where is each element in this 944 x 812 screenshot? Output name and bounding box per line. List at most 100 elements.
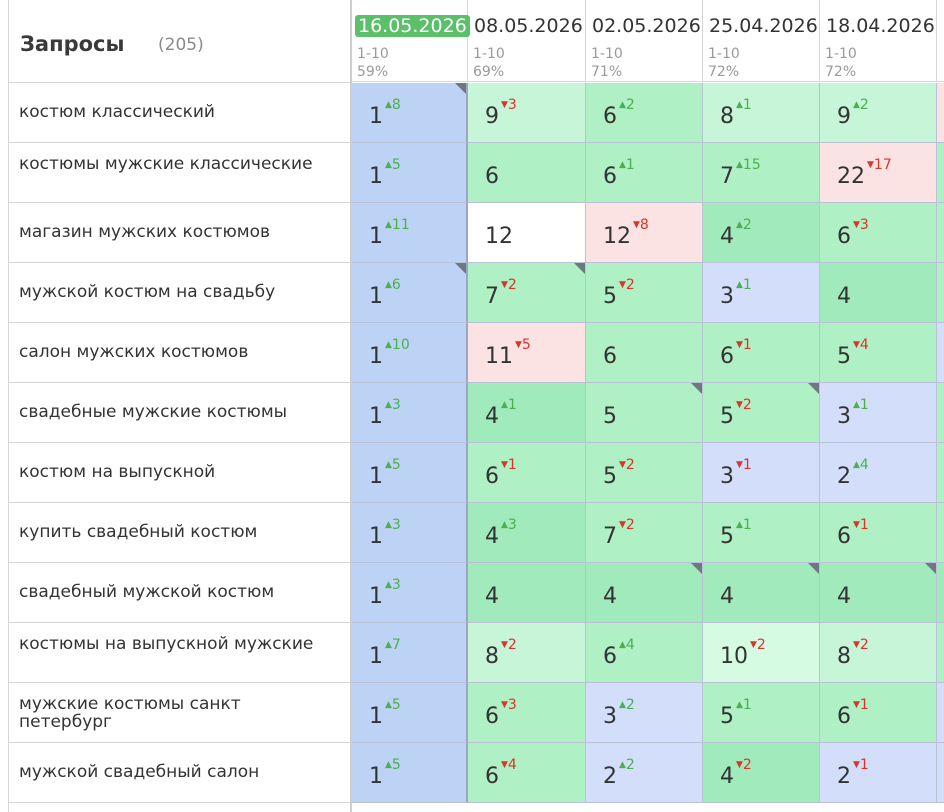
date-column-header[interactable]: 08.05.2026 1-10 69%	[468, 0, 586, 82]
query-row-label[interactable]: мужские костюмы санкт петербург	[8, 683, 350, 743]
query-row-label[interactable]: костюм на выпускной	[8, 443, 350, 503]
date-label[interactable]: 1	[940, 15, 944, 37]
rank-cell[interactable]: 7 ▼2	[468, 263, 586, 323]
rank-cell[interactable]: 22 ▼17	[820, 143, 937, 203]
rank-cell[interactable]: 9 ▲2	[820, 83, 937, 143]
rank-cell[interactable]: 6	[468, 143, 586, 203]
rank-cell[interactable]: 8 ▼2	[820, 623, 937, 683]
rank-cell[interactable]: 4 ▲1	[468, 383, 586, 443]
rank-cell[interactable]: 4	[703, 563, 820, 623]
rank-cell[interactable]: 3 ▲1	[703, 263, 820, 323]
rank-cell[interactable]: 6 ▼1	[820, 683, 937, 743]
rank-cell-partial[interactable]	[937, 743, 944, 803]
rank-cell[interactable]: 2 ▲2	[586, 743, 703, 803]
rank-cell[interactable]: 10 ▼2	[703, 623, 820, 683]
query-text[interactable]: костюмы на выпускной мужские	[19, 634, 314, 654]
query-text[interactable]: костюмы мужские классические	[19, 154, 313, 174]
rank-cell[interactable]: 9 ▼3	[468, 83, 586, 143]
rank-cell[interactable]: 6 ▼4	[468, 743, 586, 803]
rank-cell[interactable]: 1 ▲5	[352, 443, 468, 503]
rank-cell[interactable]: 11 ▼5	[468, 323, 586, 383]
rank-cell[interactable]: 4	[820, 263, 937, 323]
rank-cell[interactable]: 8 ▲1	[703, 83, 820, 143]
rank-cell-partial[interactable]	[937, 443, 944, 503]
rank-cell-partial[interactable]	[937, 623, 944, 683]
rank-cell[interactable]: 5 ▼2	[586, 443, 703, 503]
rank-cell-partial[interactable]	[937, 83, 944, 143]
date-column-header[interactable]: 25.04.2026 1-10 72%	[703, 0, 820, 82]
rank-cell[interactable]: 4 ▲3	[468, 503, 586, 563]
rank-cell-partial[interactable]	[937, 143, 944, 203]
query-row-label[interactable]: салон мужских костюмов	[8, 323, 350, 383]
rank-cell[interactable]: 1 ▲5	[352, 743, 468, 803]
rank-cell-partial[interactable]	[937, 683, 944, 743]
rank-cell[interactable]: 1 ▲10	[352, 323, 468, 383]
rank-cell[interactable]: 5 ▼2	[586, 263, 703, 323]
rank-cell[interactable]: 5 ▲1	[703, 683, 820, 743]
query-row-label[interactable]: свадебные мужские костюмы	[8, 383, 350, 443]
date-column-header[interactable]: 16.05.2026 1-10 59%	[352, 0, 470, 82]
rank-cell[interactable]: 4	[586, 563, 703, 623]
rank-cell[interactable]: 6 ▲1	[586, 143, 703, 203]
rank-cell-partial[interactable]	[937, 203, 944, 263]
rank-cell[interactable]: 12	[468, 203, 586, 263]
query-text[interactable]: мужской костюм на свадьбу	[19, 282, 276, 302]
rank-cell[interactable]: 4 ▲2	[703, 203, 820, 263]
rank-cell-partial[interactable]	[937, 503, 944, 563]
rank-cell[interactable]: 6 ▲4	[586, 623, 703, 683]
rank-cell[interactable]: 1 ▲3	[352, 383, 468, 443]
date-label[interactable]: 08.05.2026	[474, 15, 583, 37]
query-row-label[interactable]: мужской свадебный салон	[8, 743, 350, 803]
date-column-header[interactable]: 18.04.2026 1-10 72%	[820, 0, 937, 82]
rank-cell[interactable]: 12 ▼8	[586, 203, 703, 263]
rank-cell[interactable]: 1 ▲6	[352, 263, 468, 323]
rank-cell-partial[interactable]	[937, 263, 944, 323]
rank-cell[interactable]: 6 ▼3	[820, 203, 937, 263]
rank-cell[interactable]: 1 ▲11	[352, 203, 468, 263]
query-row-label[interactable]: купить свадебный костюм	[8, 503, 350, 563]
rank-cell[interactable]: 3 ▲2	[586, 683, 703, 743]
rank-cell[interactable]: 4 ▼2	[703, 743, 820, 803]
rank-cell-partial[interactable]	[937, 563, 944, 623]
query-row-label[interactable]: мужской костюм на свадьбу	[8, 263, 350, 323]
query-row-label[interactable]: костюм классический	[8, 83, 350, 143]
query-text[interactable]: магазин мужских костюмов	[19, 222, 270, 242]
rank-cell[interactable]: 5 ▲1	[703, 503, 820, 563]
rank-cell[interactable]: 6	[586, 323, 703, 383]
rank-cell[interactable]: 3 ▼1	[703, 443, 820, 503]
date-column-header[interactable]: 1	[937, 0, 944, 82]
rank-cell[interactable]: 1 ▲5	[352, 683, 468, 743]
rank-cell[interactable]: 5 ▼2	[703, 383, 820, 443]
query-text[interactable]: купить свадебный костюм	[19, 522, 258, 542]
query-text[interactable]: свадебный мужской костюм	[19, 582, 275, 602]
query-row-label[interactable]: костюмы мужские классические	[8, 143, 350, 203]
date-label[interactable]: 18.04.2026	[826, 15, 935, 37]
rank-cell-partial[interactable]	[937, 323, 944, 383]
rank-cell[interactable]: 6 ▼1	[820, 503, 937, 563]
date-label[interactable]: 16.05.2026	[355, 15, 470, 37]
query-text[interactable]: мужские костюмы санкт петербург	[19, 694, 241, 732]
date-label[interactable]: 25.04.2026	[709, 15, 818, 37]
query-text[interactable]: свадебные мужские костюмы	[19, 402, 288, 422]
rank-cell[interactable]: 1 ▲7	[352, 623, 468, 683]
rank-cell[interactable]: 2 ▲4	[820, 443, 937, 503]
query-text[interactable]: салон мужских костюмов	[19, 342, 249, 362]
rank-cell[interactable]: 5	[586, 383, 703, 443]
rank-cell[interactable]: 4	[468, 563, 586, 623]
query-text[interactable]: костюм на выпускной	[19, 462, 216, 482]
rank-cell[interactable]: 7 ▼2	[586, 503, 703, 563]
rank-cell[interactable]: 1 ▲8	[352, 83, 468, 143]
rank-cell[interactable]: 8 ▼2	[468, 623, 586, 683]
rank-cell[interactable]: 1 ▲3	[352, 563, 468, 623]
rank-cell[interactable]: 6 ▼3	[468, 683, 586, 743]
query-row-label[interactable]: костюмы на выпускной мужские	[8, 623, 350, 683]
query-text[interactable]: костюм классический	[19, 102, 215, 122]
rank-cell[interactable]: 3 ▲1	[820, 383, 937, 443]
rank-cell[interactable]: 6 ▲2	[586, 83, 703, 143]
rank-cell[interactable]: 1 ▲5	[352, 143, 468, 203]
rank-cell[interactable]: 2 ▼1	[820, 743, 937, 803]
date-column-header[interactable]: 02.05.2026 1-10 71%	[586, 0, 703, 82]
date-label[interactable]: 02.05.2026	[592, 15, 701, 37]
query-row-label[interactable]: свадебный мужской костюм	[8, 563, 350, 623]
rank-cell[interactable]: 6 ▼1	[703, 323, 820, 383]
